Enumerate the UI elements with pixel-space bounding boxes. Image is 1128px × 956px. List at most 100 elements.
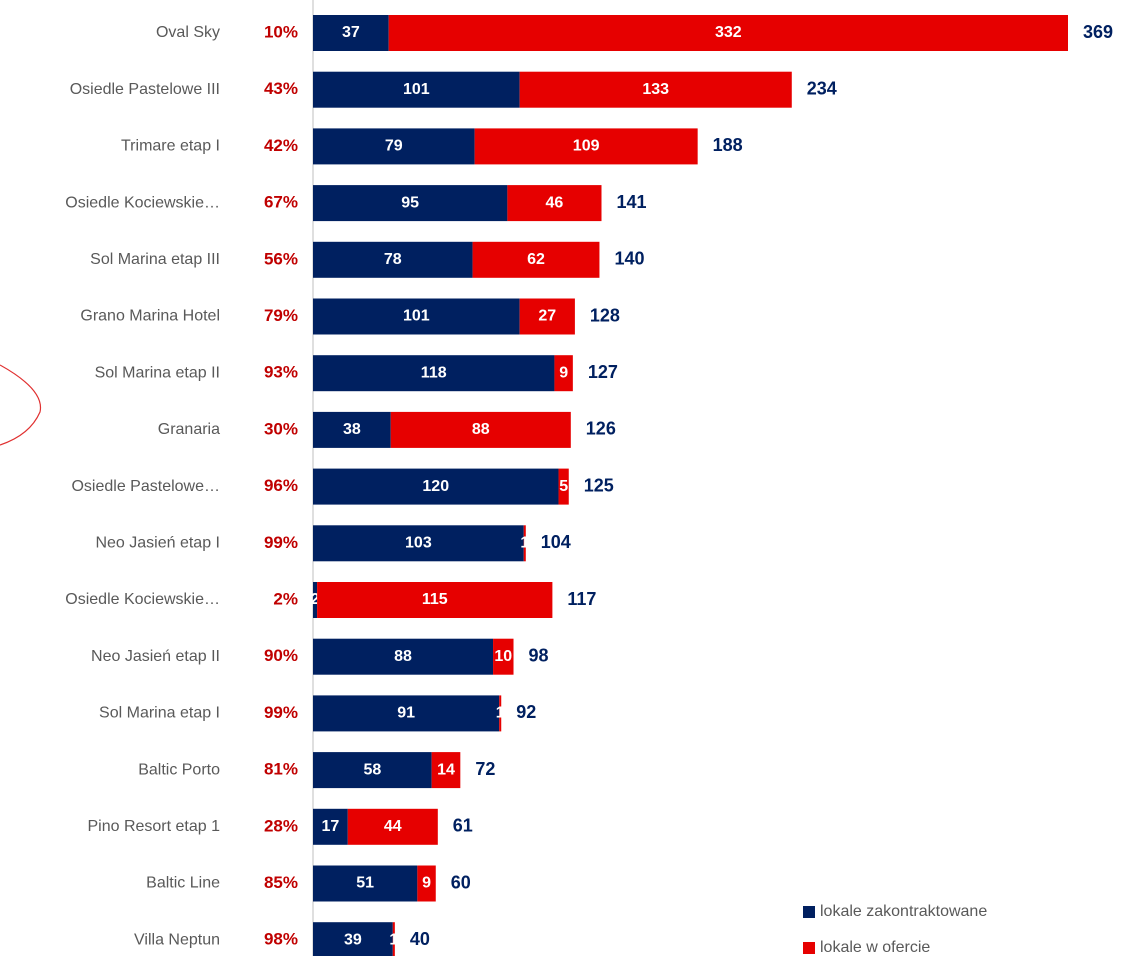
total-label: 117 — [567, 589, 596, 609]
total-label: 125 — [584, 475, 614, 495]
share-label: 28% — [264, 816, 298, 835]
bar-segment — [558, 468, 569, 505]
bar-segment — [313, 185, 508, 222]
share-label: 30% — [264, 419, 298, 438]
bar-segment — [313, 128, 475, 165]
bar-value-label: 37 — [342, 24, 360, 41]
category-label: Osiedle Kociewskie… — [65, 591, 220, 608]
category-label: Neo Jasień etap I — [95, 535, 220, 552]
bar-segment — [313, 808, 348, 845]
category-label: Osiedle Pastelowe… — [71, 478, 220, 495]
share-label: 85% — [264, 873, 298, 892]
bar-value-label: 39 — [344, 931, 362, 948]
bar-segment — [390, 411, 571, 448]
legend-swatch — [803, 906, 815, 918]
bar-value-label: 2 — [311, 591, 320, 608]
bar-value-label: 109 — [573, 138, 600, 155]
bar-segment — [472, 241, 600, 278]
category-label: Sol Marina etap III — [90, 251, 220, 268]
bar-segment — [313, 241, 473, 278]
bar-value-label: 79 — [385, 138, 403, 155]
bar-value-label: 9 — [422, 875, 431, 892]
total-label: 104 — [541, 532, 571, 552]
legend-label: lokale w ofercie — [820, 939, 930, 956]
legend-swatch — [803, 942, 815, 954]
bar-segment — [519, 71, 792, 108]
bar-value-label: 115 — [422, 591, 448, 608]
category-label: Sol Marina etap I — [99, 705, 220, 722]
bar-segment — [313, 355, 555, 392]
bar-value-label: 38 — [343, 421, 361, 438]
bar-value-label: 14 — [437, 761, 455, 778]
share-label: 10% — [264, 22, 298, 41]
share-label: 90% — [264, 646, 298, 665]
total-label: 40 — [410, 929, 430, 949]
bar-segment — [313, 71, 520, 108]
category-label: Oval Sky — [156, 24, 220, 41]
share-label: 93% — [264, 363, 298, 382]
share-label: 2% — [273, 589, 298, 608]
total-label: 61 — [453, 816, 473, 836]
bar-value-label: 120 — [422, 478, 449, 495]
total-label: 126 — [586, 419, 616, 439]
bar-value-label: 5 — [559, 478, 568, 495]
bar-segment — [523, 525, 526, 562]
category-label: Granaria — [158, 421, 220, 438]
bar-segment — [313, 752, 432, 789]
bar-value-label: 91 — [397, 705, 415, 722]
bar-segment — [499, 695, 502, 732]
bar-value-label: 44 — [384, 818, 402, 835]
total-label: 92 — [516, 702, 536, 722]
share-label: 43% — [264, 79, 298, 98]
share-label: 99% — [264, 533, 298, 552]
bar-segment — [417, 865, 436, 902]
share-label: 56% — [264, 249, 298, 268]
total-label: 234 — [807, 78, 837, 98]
category-label: Sol Marina etap II — [95, 364, 220, 381]
bar-value-label: 1 — [389, 931, 398, 948]
bar-value-label: 51 — [356, 875, 374, 892]
total-label: 127 — [588, 362, 618, 382]
bar-segment — [519, 298, 575, 335]
bar-value-label: 101 — [403, 308, 430, 325]
legend-label: lokale zakontraktowane — [820, 903, 987, 920]
share-label: 96% — [264, 476, 298, 495]
total-label: 140 — [614, 249, 644, 269]
bar-segment — [317, 582, 553, 618]
bar-segment — [313, 525, 524, 562]
total-label: 369 — [1083, 22, 1113, 42]
bar-segment — [431, 752, 461, 789]
bar-value-label: 103 — [405, 535, 432, 552]
bar-segment — [313, 638, 494, 675]
total-label: 141 — [616, 192, 646, 212]
bar-value-label: 332 — [715, 24, 742, 41]
bar-segment — [474, 128, 698, 165]
category-label: Osiedle Pastelowe III — [70, 81, 220, 98]
bar-segment — [347, 808, 438, 845]
share-label: 98% — [264, 930, 298, 949]
bar-value-label: 78 — [384, 251, 402, 268]
bar-segment — [392, 922, 395, 956]
annotation-circle — [0, 364, 42, 446]
bar-value-label: 1 — [496, 705, 505, 722]
bar-segment — [313, 298, 520, 335]
bar-value-label: 46 — [546, 194, 564, 211]
share-label: 81% — [264, 760, 298, 779]
bar-value-label: 62 — [527, 251, 545, 268]
total-label: 188 — [713, 135, 743, 155]
category-label: Trimare etap I — [121, 138, 220, 155]
bar-value-label: 95 — [401, 194, 419, 211]
share-label: 67% — [264, 193, 298, 212]
bar-value-label: 1 — [520, 535, 529, 552]
bar-value-label: 9 — [559, 364, 568, 381]
bar-segment — [313, 695, 500, 732]
bar-segment — [313, 865, 418, 902]
share-label: 79% — [264, 306, 298, 325]
bar-value-label: 88 — [472, 421, 490, 438]
category-label: Baltic Line — [146, 875, 220, 892]
total-label: 128 — [590, 305, 620, 325]
bar-segment — [313, 15, 389, 51]
bar-value-label: 17 — [321, 818, 339, 835]
total-label: 98 — [529, 645, 549, 665]
bar-value-label: 101 — [403, 81, 430, 98]
